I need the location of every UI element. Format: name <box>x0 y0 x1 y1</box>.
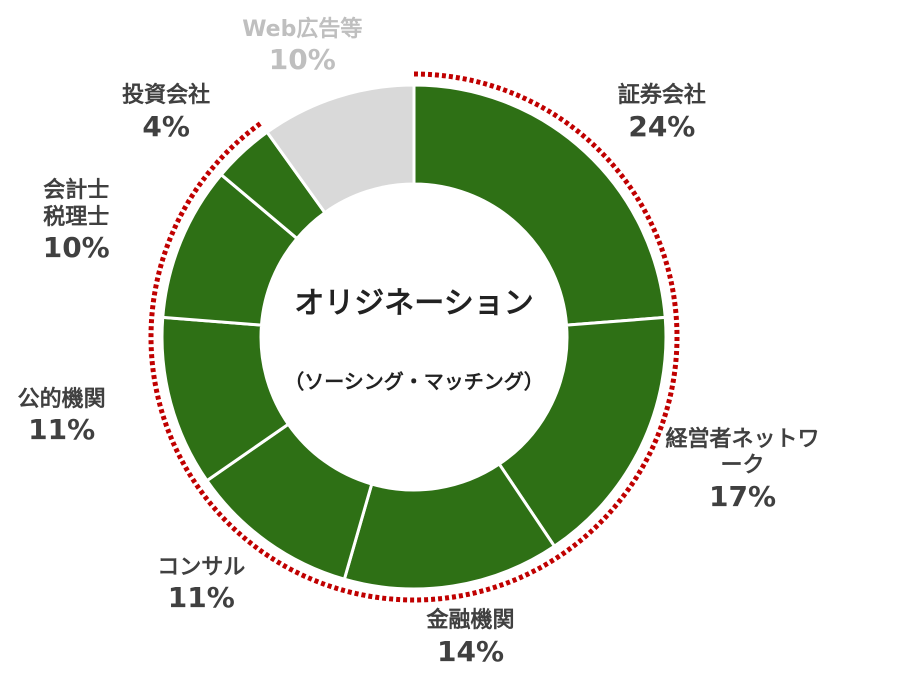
category-label: 公的機関 <box>17 386 106 412</box>
slice-label: 公的機関 11% <box>18 387 106 447</box>
slice-label: 経営者ネットワーク 17% <box>660 427 825 513</box>
donut-slice <box>497 315 668 549</box>
value-label: 10% <box>42 230 110 264</box>
slice-label: Web広告等 10% <box>242 17 362 77</box>
category-label: 金融機関 <box>426 608 515 634</box>
value-label: 11% <box>167 581 235 615</box>
value-label: 14% <box>437 634 505 668</box>
category-label: 証券会社 <box>617 83 706 109</box>
slice-label: 金融機関 14% <box>427 608 515 668</box>
value-label: 10% <box>268 43 336 77</box>
slice-label: コンサル 11% <box>157 555 245 615</box>
category-label: Web広告等 <box>242 16 363 42</box>
category-label: 経営者ネットワーク <box>665 426 820 479</box>
value-label: 4% <box>142 109 190 143</box>
center-title: オリジネーション <box>294 286 534 321</box>
category-label: 会計士 税理士 <box>43 178 110 230</box>
category-label: コンサル <box>157 554 246 580</box>
slice-label: 会計士 税理士 10% <box>43 178 110 264</box>
center-subtitle: （ソーシング・マッチング） <box>284 369 544 394</box>
value-label: 24% <box>628 109 696 143</box>
highlight-arc <box>148 71 680 603</box>
value-label: 17% <box>708 479 777 513</box>
slice-label: 証券会社 24% <box>618 83 706 143</box>
donut-slice <box>412 83 667 327</box>
slice-label: 投資会社 4% <box>122 83 210 143</box>
value-label: 11% <box>28 413 96 447</box>
category-label: 投資会社 <box>122 83 211 109</box>
donut-slice <box>265 83 416 215</box>
